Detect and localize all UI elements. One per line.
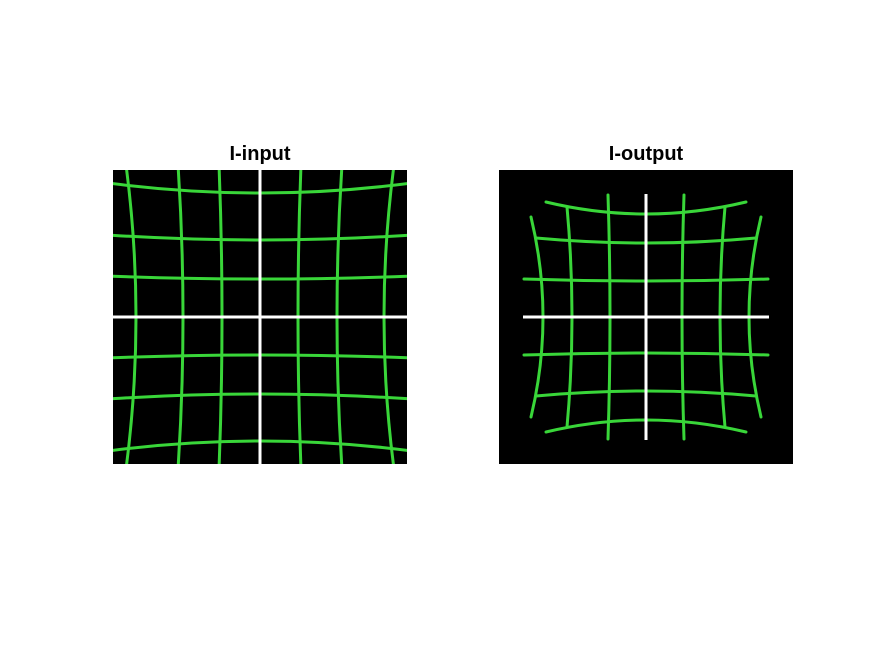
output-image [499, 170, 793, 464]
output-image-title: I-output [608, 143, 684, 165]
input-image-title: I-input [229, 143, 291, 165]
output-grid-graphic [522, 193, 770, 441]
input-image [113, 170, 407, 464]
input-grid-graphic [113, 170, 407, 464]
